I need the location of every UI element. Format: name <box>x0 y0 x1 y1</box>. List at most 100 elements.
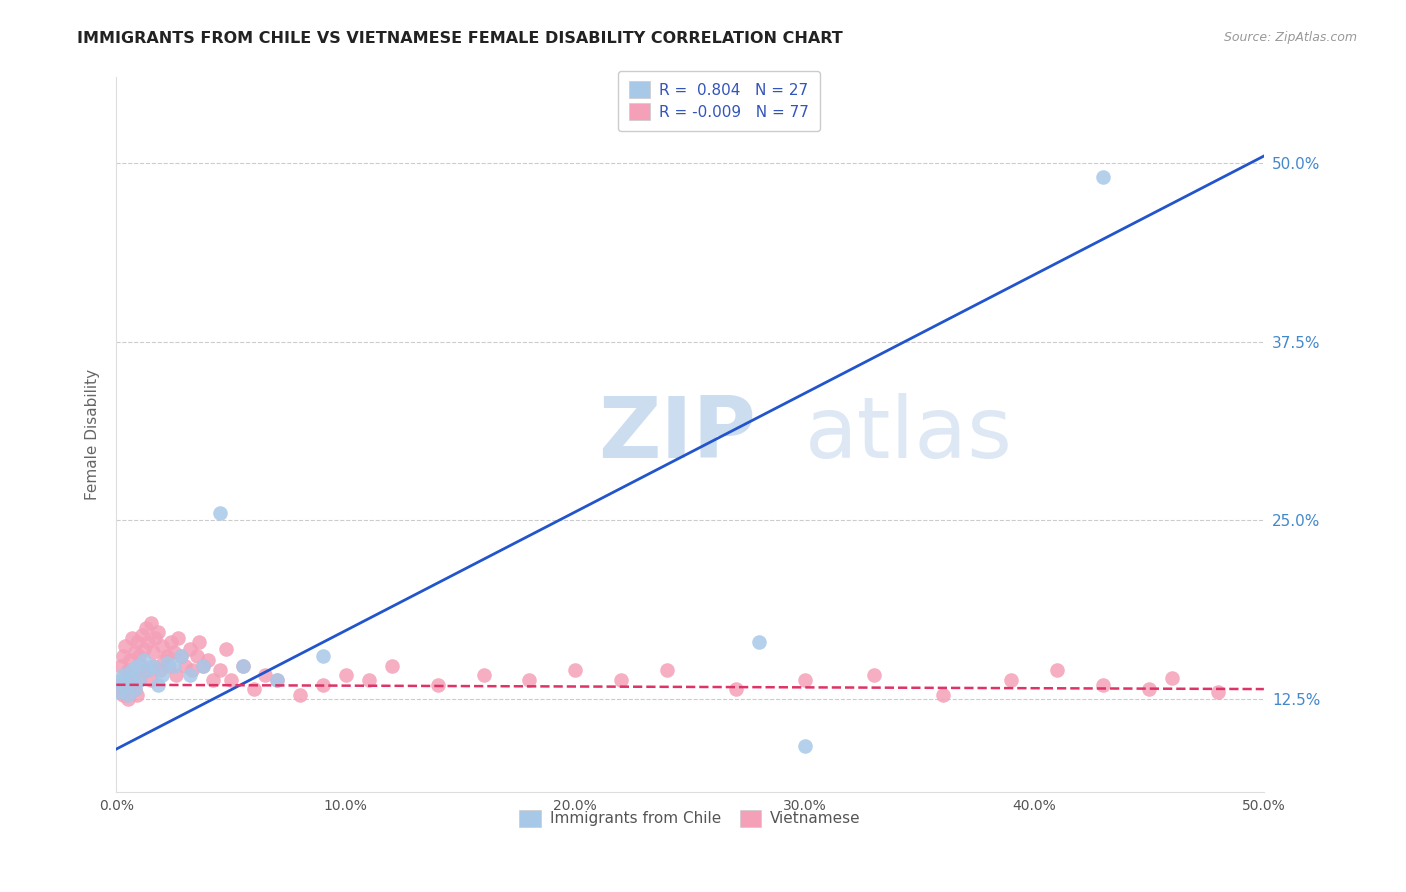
Point <box>208 664 231 678</box>
Point <box>174 659 197 673</box>
Point <box>793 673 815 688</box>
Point <box>862 667 884 681</box>
Point <box>169 649 191 664</box>
Point <box>193 659 215 673</box>
Point <box>143 631 166 645</box>
Point <box>121 667 143 681</box>
Point <box>142 659 165 673</box>
Point <box>254 667 277 681</box>
Point <box>1137 681 1160 696</box>
Text: atlas: atlas <box>804 393 1012 476</box>
Point <box>131 628 153 642</box>
Point <box>124 681 146 696</box>
Point <box>163 645 186 659</box>
Point <box>156 649 179 664</box>
Point <box>124 645 146 659</box>
Point <box>1046 664 1069 678</box>
Point <box>118 678 141 692</box>
Point <box>139 673 162 688</box>
Point <box>118 671 141 685</box>
Point <box>125 688 148 702</box>
Point <box>146 678 169 692</box>
Point <box>266 673 288 688</box>
Point <box>231 659 253 673</box>
Point <box>117 688 139 702</box>
Point <box>231 659 253 673</box>
Point <box>793 739 815 754</box>
Point <box>125 635 148 649</box>
Point <box>146 624 169 639</box>
Point <box>121 664 143 678</box>
Point <box>167 631 190 645</box>
Point <box>117 664 139 678</box>
Y-axis label: Female Disability: Female Disability <box>86 369 100 500</box>
Point <box>357 673 380 688</box>
Point <box>110 685 132 699</box>
Point <box>169 649 191 664</box>
Point <box>114 639 136 653</box>
Point <box>179 642 201 657</box>
Point <box>149 664 172 678</box>
Point <box>179 667 201 681</box>
Point <box>1206 685 1229 699</box>
Point <box>181 664 204 678</box>
Point <box>724 681 747 696</box>
Point <box>335 667 357 681</box>
Point <box>153 653 176 667</box>
Point <box>564 664 586 678</box>
Point <box>193 659 215 673</box>
Point <box>135 664 157 678</box>
Point <box>165 667 187 681</box>
Point <box>124 681 146 696</box>
Legend: Immigrants from Chile, Vietnamese: Immigrants from Chile, Vietnamese <box>512 803 869 834</box>
Point <box>128 673 150 688</box>
Point <box>142 659 165 673</box>
Point <box>519 673 541 688</box>
Point <box>125 659 148 673</box>
Point <box>107 678 129 692</box>
Point <box>312 649 335 664</box>
Point <box>266 673 288 688</box>
Point <box>121 631 143 645</box>
Point <box>472 667 495 681</box>
Point <box>112 667 135 681</box>
Point <box>114 673 136 688</box>
Point <box>197 653 219 667</box>
Text: ZIP: ZIP <box>599 393 756 476</box>
Point <box>1092 678 1115 692</box>
Point <box>110 659 132 673</box>
Text: Source: ZipAtlas.com: Source: ZipAtlas.com <box>1223 31 1357 45</box>
Point <box>132 653 155 667</box>
Point <box>655 664 678 678</box>
Point <box>139 616 162 631</box>
Point <box>131 659 153 673</box>
Point <box>1161 671 1184 685</box>
Point <box>201 673 224 688</box>
Point <box>112 649 135 664</box>
Point <box>128 673 150 688</box>
Point <box>150 667 173 681</box>
Point <box>157 659 180 673</box>
Point <box>160 635 183 649</box>
Point <box>117 692 139 706</box>
Point <box>107 685 129 699</box>
Point <box>219 673 242 688</box>
Point <box>215 642 238 657</box>
Point <box>748 635 770 649</box>
Point <box>132 642 155 657</box>
Point <box>128 649 150 664</box>
Point <box>288 688 311 702</box>
Point <box>114 678 136 692</box>
Point <box>142 645 165 659</box>
Point <box>112 688 135 702</box>
Point <box>1000 673 1022 688</box>
Point <box>118 653 141 667</box>
Point <box>150 639 173 653</box>
Point <box>156 657 179 671</box>
Point <box>426 678 449 692</box>
Point <box>187 635 209 649</box>
Point <box>110 673 132 688</box>
Point <box>208 506 231 520</box>
Point <box>135 621 157 635</box>
Point <box>610 673 633 688</box>
